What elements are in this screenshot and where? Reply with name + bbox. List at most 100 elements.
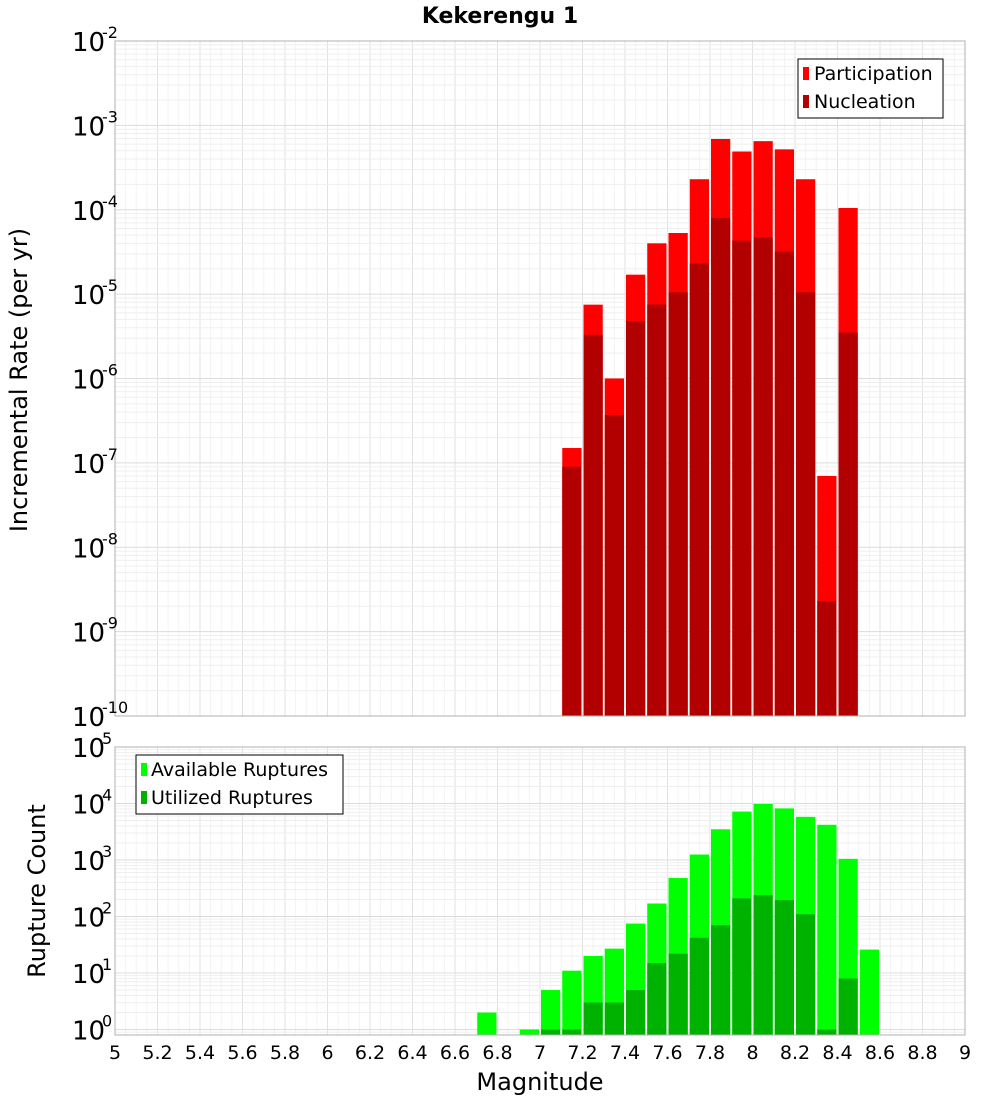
- y-tick-label: 10: [72, 112, 105, 142]
- bar-available-ruptures: [859, 949, 879, 1035]
- bottom-plot-border: [114, 746, 966, 1036]
- top-legend: Participation Nucleation: [797, 58, 944, 119]
- bar-utilized-ruptures: [796, 914, 816, 1035]
- bar-utilized-ruptures: [668, 953, 688, 1035]
- x-tick-label: 5.6: [227, 1042, 257, 1064]
- y-tick-exponent: 3: [102, 842, 112, 861]
- y-tick-label: 10: [72, 450, 105, 480]
- x-tick-label: 6: [321, 1042, 333, 1064]
- y-tick-exponent: 5: [102, 729, 112, 748]
- y-tick-label: 10: [72, 534, 105, 564]
- y-tick-exponent: 0: [102, 1012, 112, 1031]
- x-tick-label: 8.4: [822, 1042, 852, 1064]
- legend-label-participation: Participation: [814, 63, 933, 85]
- bar-nucleation: [604, 414, 624, 716]
- y-tick-exponent: -5: [102, 276, 118, 295]
- y-tick-exponent: -3: [102, 107, 118, 126]
- x-tick-label: 8.2: [780, 1042, 810, 1064]
- bar-nucleation: [711, 217, 731, 716]
- bar-nucleation: [583, 334, 603, 716]
- y-tick-exponent: 4: [102, 786, 112, 805]
- bar-utilized-ruptures: [711, 925, 731, 1035]
- bar-nucleation: [753, 237, 773, 716]
- legend-label-available-ruptures: Available Ruptures: [151, 759, 328, 781]
- bar-utilized-ruptures: [732, 898, 752, 1035]
- x-tick-label: 9: [959, 1042, 971, 1064]
- bar-utilized-ruptures: [753, 895, 773, 1035]
- bar-utilized-ruptures: [626, 990, 646, 1035]
- y-tick-exponent: -9: [102, 614, 118, 633]
- bar-available-ruptures: [562, 970, 582, 1035]
- bar-available-ruptures: [817, 824, 837, 1035]
- x-tick-label: 7.4: [610, 1042, 640, 1064]
- bar-utilized-ruptures: [838, 978, 858, 1035]
- x-tick-label: 5.2: [142, 1042, 172, 1064]
- x-tick-label: 7: [534, 1042, 546, 1064]
- x-tick-label: 7.8: [695, 1042, 725, 1064]
- x-axis-title: Magnitude: [476, 1068, 603, 1096]
- bar-utilized-ruptures: [604, 1002, 624, 1035]
- chart-title: Kekerengu 1: [422, 4, 578, 29]
- top-plot-grid: [114, 40, 966, 717]
- y-tick-exponent: -7: [102, 445, 118, 464]
- bottom-plot-bars: [477, 804, 879, 1035]
- y-tick-label: 10: [72, 791, 105, 821]
- y-tick-label: 10: [72, 904, 105, 934]
- top-plot-border: [114, 40, 966, 717]
- bar-nucleation: [689, 263, 709, 716]
- y-tick-exponent: -6: [102, 361, 118, 380]
- top-legend-box: [797, 58, 944, 119]
- bar-utilized-ruptures: [647, 963, 667, 1035]
- bar-nucleation: [562, 466, 582, 716]
- top-y-axis-title: Incremental Rate (per yr): [5, 228, 33, 532]
- y-tick-label: 10: [72, 847, 105, 877]
- top-plot-bars: [562, 138, 858, 717]
- y-tick-label: 10: [72, 281, 105, 311]
- bar-nucleation: [732, 240, 752, 717]
- x-tick-label: 6.2: [355, 1042, 385, 1064]
- x-tick-label: 6.8: [482, 1042, 512, 1064]
- x-ticks: 5 5.2 5.4 5.6 5.8 6 6.2 6.4 6.6 6.8 7 7.2 7.4 7.6 7.8 8…: [109, 1042, 971, 1064]
- x-tick-label: 8.6: [865, 1042, 895, 1064]
- bar-utilized-ruptures: [817, 1029, 837, 1035]
- bar-utilized-ruptures: [774, 900, 794, 1035]
- x-tick-label: 7.2: [567, 1042, 597, 1064]
- legend-swatch-participation: [803, 67, 809, 80]
- bar-available-ruptures: [477, 1012, 497, 1035]
- bar-nucleation: [838, 332, 858, 716]
- y-tick-label: 10: [72, 197, 105, 227]
- bar-utilized-ruptures: [583, 1002, 603, 1035]
- y-tick-label: 10: [72, 960, 105, 990]
- bottom-legend-box: [135, 754, 344, 815]
- legend-swatch-nucleation: [803, 95, 809, 108]
- bar-utilized-ruptures: [562, 1029, 582, 1035]
- bar-nucleation: [647, 304, 667, 716]
- y-tick-exponent: 2: [102, 899, 112, 918]
- y-tick-label: 10: [72, 703, 105, 733]
- y-tick-label: 10: [72, 619, 105, 649]
- x-tick-label: 7.6: [652, 1042, 682, 1064]
- y-tick-exponent: -10: [102, 698, 128, 717]
- y-tick-label: 10: [72, 366, 105, 396]
- y-tick-label: 10: [72, 1017, 105, 1047]
- x-tick-label: 8: [746, 1042, 758, 1064]
- x-tick-label: 8.8: [907, 1042, 937, 1064]
- bottom-legend: Available Ruptures Utilized Ruptures: [135, 754, 344, 815]
- x-tick-label: 5: [109, 1042, 121, 1064]
- bottom-y-axis-title: Rupture Count: [23, 804, 51, 978]
- legend-label-nucleation: Nucleation: [814, 91, 916, 113]
- bar-nucleation: [774, 251, 794, 716]
- x-tick-label: 6.6: [440, 1042, 470, 1064]
- legend-swatch-available-ruptures: [141, 763, 147, 776]
- bar-nucleation: [796, 292, 816, 716]
- bar-nucleation: [668, 292, 688, 716]
- bar-available-ruptures: [519, 1029, 539, 1035]
- y-tick-exponent: 1: [102, 955, 112, 974]
- legend-swatch-utilized-ruptures: [141, 791, 147, 804]
- y-tick-label: 10: [72, 28, 105, 58]
- bar-nucleation: [626, 321, 646, 716]
- bar-utilized-ruptures: [541, 1029, 561, 1035]
